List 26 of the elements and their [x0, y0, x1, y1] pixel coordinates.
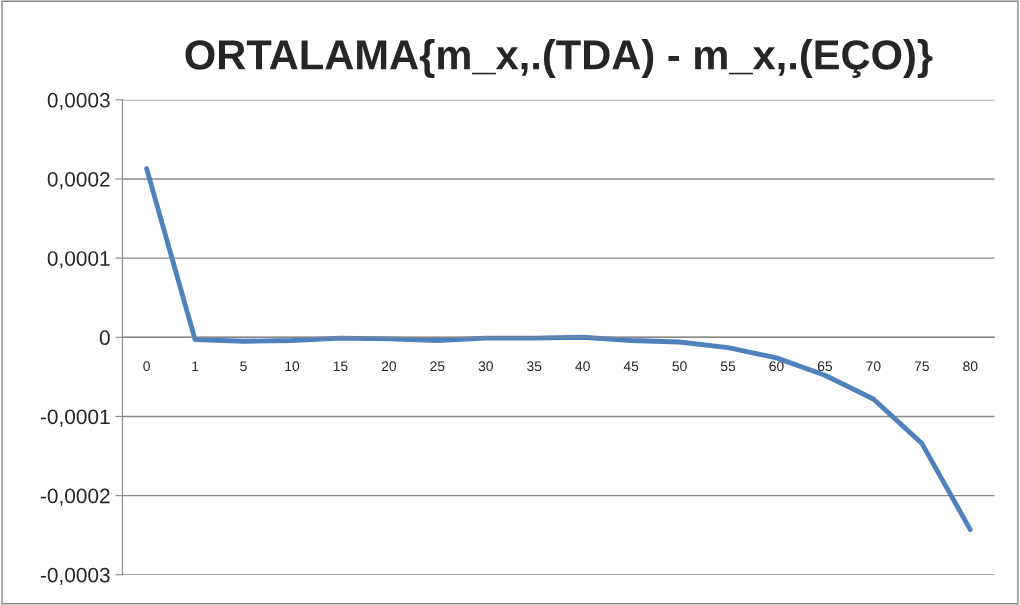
y-tick-label: -0,0002 — [40, 488, 110, 506]
x-tick-label: 45 — [623, 361, 639, 372]
x-tick-label: 55 — [720, 361, 736, 372]
y-tick-label: -0,0003 — [40, 567, 110, 585]
x-tick-label: 50 — [672, 361, 687, 372]
x-tick-label: 20 — [381, 361, 397, 372]
y-tick-label: 0,0003 — [47, 92, 110, 111]
x-tick-label: 10 — [285, 361, 300, 372]
x-tick-label: 35 — [527, 361, 542, 372]
x-tick-label: 15 — [333, 361, 348, 372]
x-tick-label: 80 — [963, 361, 978, 372]
x-tick-label: 60 — [769, 361, 784, 372]
x-tick-label: 0 — [143, 361, 150, 372]
x-tick-label: 5 — [240, 361, 247, 372]
y-tick-label: 0,0002 — [47, 171, 110, 190]
x-tick-label: 1 — [192, 361, 199, 371]
chart-title: ORTALAMA{m_x,.(TDA) - m_x,.(EÇO)} — [185, 39, 933, 78]
x-tick-label: 30 — [478, 361, 493, 372]
x-tick-label: 75 — [914, 361, 929, 372]
x-tick-label: 70 — [866, 361, 881, 372]
y-tick-label: 0,0001 — [47, 251, 110, 269]
y-tick-label: 0 — [99, 330, 110, 346]
x-tick-label: 65 — [817, 361, 833, 372]
y-tick-label: -0,0001 — [40, 409, 110, 427]
x-tick-label: 25 — [430, 361, 445, 372]
x-tick-label: 40 — [575, 361, 590, 372]
